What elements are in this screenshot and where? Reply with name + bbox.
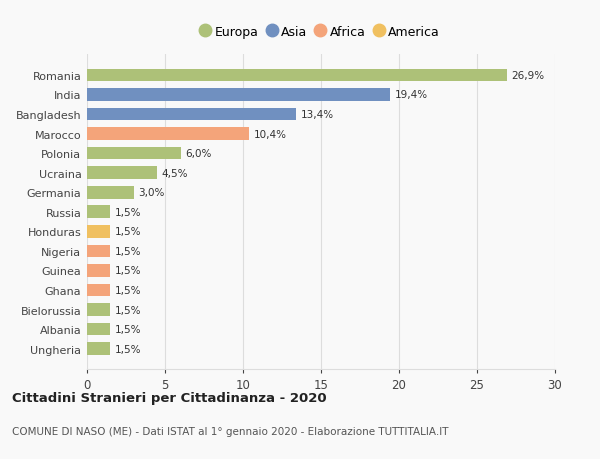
Bar — [87, 245, 110, 257]
Text: 6,0%: 6,0% — [185, 149, 212, 159]
Bar — [87, 264, 110, 277]
Bar — [87, 167, 157, 179]
Bar — [87, 186, 134, 199]
Text: Cittadini Stranieri per Cittadinanza - 2020: Cittadini Stranieri per Cittadinanza - 2… — [12, 392, 326, 405]
Text: 26,9%: 26,9% — [511, 71, 544, 81]
Bar — [87, 284, 110, 297]
Bar — [87, 147, 181, 160]
Text: 1,5%: 1,5% — [115, 227, 142, 237]
Bar — [87, 303, 110, 316]
Text: 1,5%: 1,5% — [115, 344, 142, 354]
Text: 4,5%: 4,5% — [162, 168, 188, 178]
Bar — [87, 108, 296, 121]
Text: COMUNE DI NASO (ME) - Dati ISTAT al 1° gennaio 2020 - Elaborazione TUTTITALIA.IT: COMUNE DI NASO (ME) - Dati ISTAT al 1° g… — [12, 426, 449, 436]
Text: 1,5%: 1,5% — [115, 246, 142, 256]
Bar — [87, 206, 110, 218]
Bar — [87, 225, 110, 238]
Legend: Europa, Asia, Africa, America: Europa, Asia, Africa, America — [199, 22, 443, 43]
Bar — [87, 342, 110, 355]
Text: 1,5%: 1,5% — [115, 305, 142, 315]
Bar — [87, 323, 110, 336]
Text: 13,4%: 13,4% — [301, 110, 334, 120]
Text: 10,4%: 10,4% — [254, 129, 287, 139]
Text: 1,5%: 1,5% — [115, 266, 142, 276]
Text: 1,5%: 1,5% — [115, 325, 142, 334]
Text: 3,0%: 3,0% — [139, 188, 165, 198]
Bar — [87, 69, 506, 82]
Text: 1,5%: 1,5% — [115, 285, 142, 295]
Text: 1,5%: 1,5% — [115, 207, 142, 217]
Bar — [87, 128, 249, 140]
Bar — [87, 89, 389, 101]
Text: 19,4%: 19,4% — [394, 90, 427, 100]
